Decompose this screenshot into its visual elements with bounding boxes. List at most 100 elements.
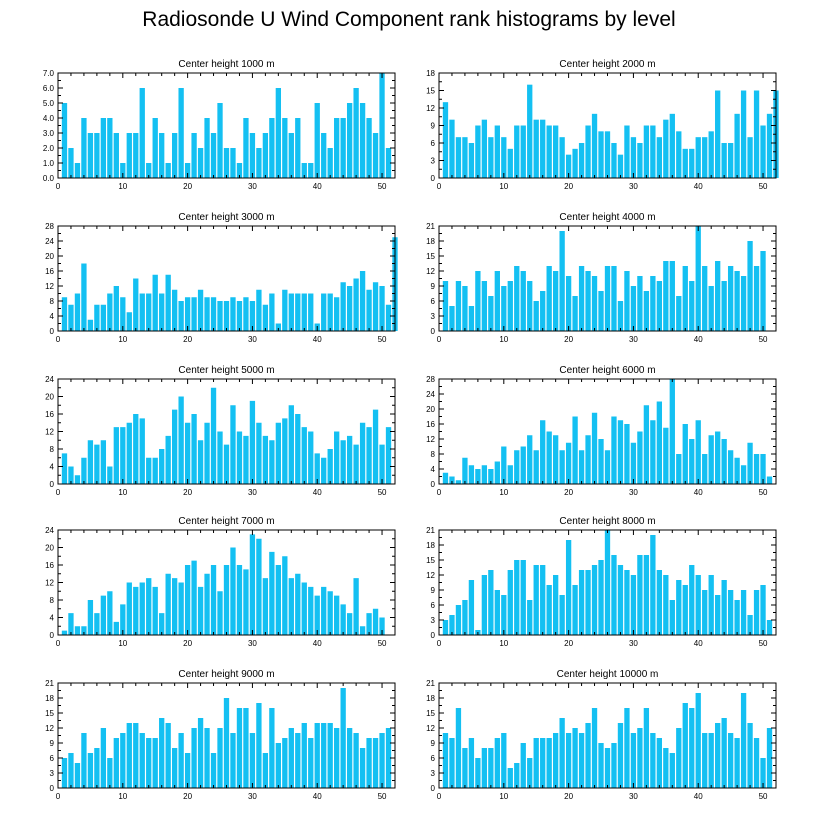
- histogram-bar: [191, 560, 197, 636]
- histogram-bar: [494, 738, 500, 788]
- histogram-bar: [682, 703, 688, 788]
- histogram-bar: [107, 591, 113, 635]
- histogram-bar: [455, 708, 462, 788]
- x-tick-label: 40: [694, 639, 703, 648]
- histogram-bar: [327, 148, 333, 178]
- histogram-bar: [184, 163, 191, 178]
- histogram-bar: [159, 449, 165, 484]
- histogram-bar: [359, 271, 366, 331]
- histogram-bar: [81, 733, 87, 788]
- panel-title: Center height 5000 m: [178, 365, 274, 376]
- histogram-bar: [262, 435, 269, 485]
- histogram-bar: [282, 418, 288, 485]
- histogram-bar: [152, 457, 158, 484]
- y-tick-label: 21: [426, 526, 435, 535]
- histogram-bar: [520, 560, 526, 635]
- histogram-bar: [74, 475, 81, 484]
- x-tick-label: 10: [118, 792, 127, 801]
- histogram-bar: [449, 306, 455, 331]
- histogram-bar: [643, 125, 650, 178]
- histogram-bar: [624, 708, 630, 788]
- histogram-bar: [507, 768, 513, 788]
- y-tick-label: 8: [50, 445, 55, 454]
- histogram-bar: [217, 431, 223, 484]
- histogram-bar: [598, 291, 604, 331]
- histogram-bar: [695, 693, 701, 788]
- histogram-bar: [462, 286, 468, 331]
- histogram-bar: [617, 420, 624, 484]
- y-tick-label: 12: [426, 571, 435, 580]
- histogram-bar: [256, 148, 262, 178]
- y-tick-label: 12: [426, 435, 435, 444]
- histogram-bar: [669, 113, 675, 178]
- histogram-bar: [514, 266, 520, 331]
- histogram-bar: [159, 133, 165, 178]
- histogram-bar: [61, 630, 68, 636]
- x-tick-label: 20: [564, 488, 573, 497]
- histogram-bar: [334, 728, 340, 788]
- histogram-bar: [133, 723, 139, 788]
- histogram-bar: [565, 540, 572, 635]
- histogram-bar: [126, 133, 132, 178]
- histogram-bar: [766, 476, 773, 484]
- histogram-panel: Center height 3000 m 0 10 20 30 40 50 0 4 8 12 16 20…: [45, 212, 398, 344]
- histogram-bar: [546, 266, 552, 331]
- y-tick-label: 20: [426, 405, 435, 414]
- histogram-bar: [656, 137, 662, 178]
- histogram-bar: [553, 575, 559, 635]
- histogram-bar: [204, 297, 210, 331]
- histogram-bar: [243, 435, 249, 485]
- histogram-bar: [334, 118, 340, 178]
- histogram-bar: [624, 271, 630, 331]
- histogram-bar: [146, 163, 152, 178]
- histogram-bar: [747, 137, 753, 178]
- histogram-bar: [94, 304, 100, 331]
- histogram-bar: [100, 304, 107, 331]
- histogram-bar: [295, 573, 301, 635]
- histogram-bar: [308, 163, 314, 178]
- histogram-bar: [494, 461, 500, 484]
- histogram-bar: [507, 465, 513, 484]
- histogram-bar: [321, 293, 327, 331]
- y-tick-label: 15: [426, 252, 435, 261]
- y-tick-label: 4: [50, 463, 55, 472]
- histogram-bar: [727, 143, 734, 178]
- histogram-bar: [740, 693, 747, 788]
- histogram-bar: [139, 733, 145, 788]
- histogram-bar: [295, 118, 301, 178]
- histogram-bar: [572, 585, 578, 635]
- histogram-bar: [159, 293, 165, 331]
- histogram-bar: [269, 118, 275, 178]
- histogram-bar: [708, 131, 714, 178]
- histogram-bar: [275, 422, 281, 484]
- x-tick-label: 10: [499, 488, 508, 497]
- histogram-bar: [682, 266, 688, 331]
- histogram-bar: [366, 613, 372, 636]
- histogram-bar: [449, 119, 455, 178]
- histogram-bar: [630, 286, 637, 331]
- histogram-bar: [204, 573, 210, 635]
- x-tick-label: 20: [564, 639, 573, 648]
- histogram-bar: [702, 454, 708, 484]
- y-tick-label: 18: [426, 69, 435, 78]
- histogram-bar: [488, 570, 494, 635]
- y-tick-label: 24: [45, 237, 54, 246]
- histogram-bar: [204, 728, 210, 788]
- histogram-bar: [533, 119, 539, 178]
- histogram-bar: [715, 431, 721, 484]
- y-tick-label: 3: [431, 769, 436, 778]
- histogram-bar: [514, 560, 520, 635]
- histogram-bar: [366, 289, 372, 331]
- histogram-bar: [617, 723, 624, 788]
- histogram-bar: [585, 723, 591, 788]
- histogram-bar: [630, 575, 637, 635]
- histogram-bar: [494, 125, 500, 178]
- histogram-bar: [565, 154, 572, 178]
- histogram-bar: [650, 733, 656, 788]
- histogram-bar: [604, 131, 611, 178]
- y-tick-label: 28: [426, 375, 435, 384]
- histogram-bar: [514, 450, 520, 484]
- histogram-bar: [455, 605, 462, 635]
- histogram-bar: [546, 585, 552, 635]
- histogram-bar: [475, 125, 481, 178]
